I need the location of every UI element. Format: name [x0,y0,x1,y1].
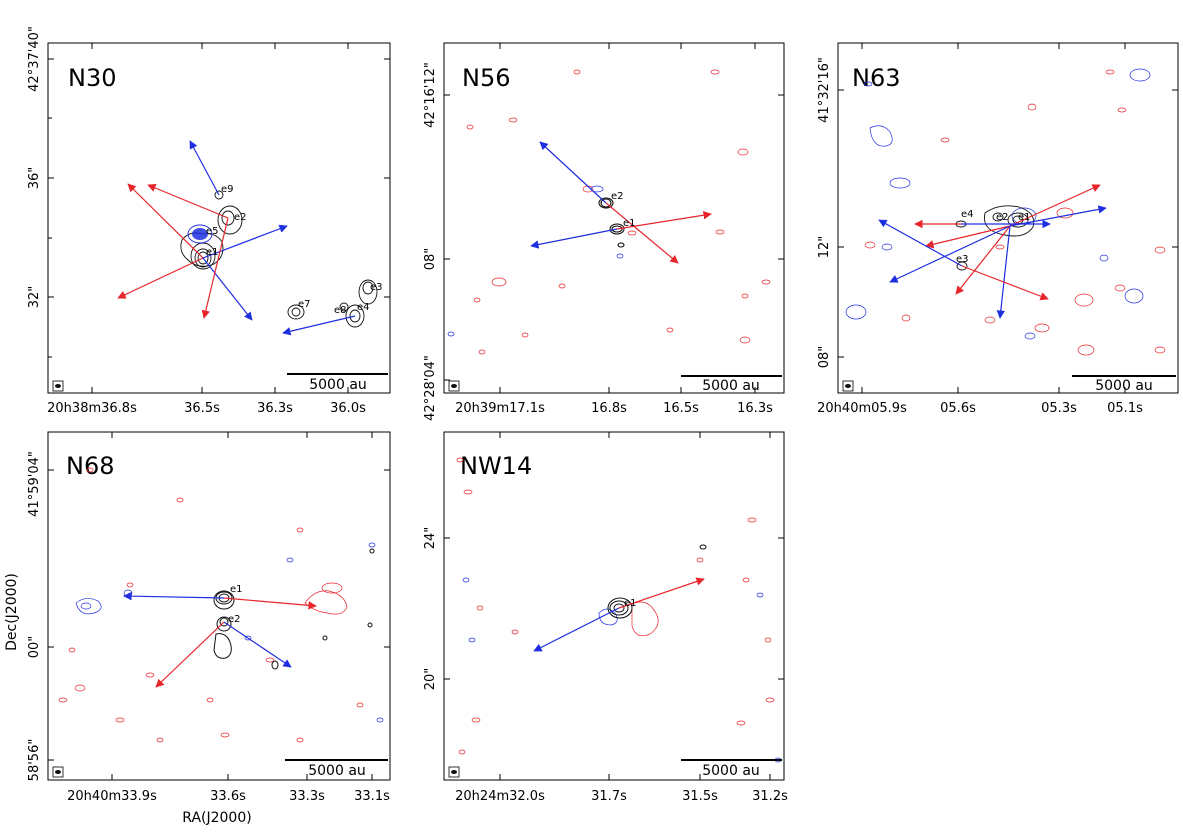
panel-n63: N63 20h40m05.9s 05.6s 05.3s 05.1s 41°32'… [817,42,1179,416]
source-label: e9 [221,184,234,195]
dec-tick-label: 36" [27,167,42,190]
ra-tick-label: 05.3s [1041,401,1077,416]
dec-tick-label: 20" [423,668,438,691]
dust-contours [607,544,707,619]
beam-icon [55,770,61,774]
redshifted-contours [456,457,775,755]
beam-icon [55,384,61,388]
dec-tick-label: 24" [423,527,438,550]
source-label: e5 [206,226,219,237]
dec-tick-label: 41°59'04" [27,451,42,517]
dec-tick-label: 42°28'04" [423,355,438,421]
dec-tick-label: 32" [27,286,42,309]
outflow-arrows [530,141,712,264]
ra-tick-label: 36.5s [184,401,220,416]
scale-label: 5000 au [702,763,760,779]
scale-label: 5000 au [308,763,366,779]
source-label: e2 [234,212,247,223]
ra-tick-label: 20h38m36.8s [47,401,137,416]
panel-frame [443,42,785,394]
ra-tick-label: 31.7s [591,789,627,804]
panel-title: N68 [66,452,115,480]
ra-tick-label: 36.3s [257,401,293,416]
source-label: e2 [228,614,241,625]
ra-tick-label: 33.3s [289,789,325,804]
beam-icon [451,384,457,388]
ra-tick-label: 31.5s [682,789,718,804]
panel-title: N63 [852,64,901,92]
source-label: e3 [370,282,383,293]
scale-label: 5000 au [1095,378,1153,394]
outflow-arrows [878,184,1107,319]
panel-n56: N56 20h39m17.1s 16.8s 16.5s 16.3s 42°16'… [423,42,785,421]
panel-n30: N30 20h38m36.8s 36.5s 36.3s 36.0s 42°37'… [27,26,391,416]
ra-tick-label: 16.8s [591,401,627,416]
source-label: e1 [230,584,243,595]
ra-tick-label: 20h40m05.9s [817,401,907,416]
panel-n68: N68 20h40m33.9s 33.6s 33.3s 33.1s 41°59'… [27,431,391,804]
ra-tick-label: 16.3s [737,401,773,416]
dust-contours [213,548,375,670]
source-label: e2 [611,191,624,202]
dust-contours [180,190,378,328]
outflow-arrows [117,140,356,336]
redshifted-contours [58,467,364,743]
outflow-arrows [123,591,317,688]
dust-contours [598,197,625,248]
redshifted-contours [864,69,1166,356]
source-label: e1 [623,218,636,229]
ra-tick-label: 33.6s [210,789,246,804]
x-axis-title: RA(J2000) [182,810,251,826]
ra-tick-label: 36.0s [330,401,366,416]
dec-tick-label: 41°32'16" [817,57,832,123]
source-label: e4 [961,209,974,220]
scale-label: 5000 au [309,377,367,393]
source-label: e3 [956,254,969,265]
dec-tick-label: 00" [27,636,42,659]
source-label: e1 [206,247,219,258]
y-axis-title: Dec(J2000) [4,573,20,651]
dec-tick-label: 12" [817,236,832,259]
panel-title: NW14 [460,452,532,480]
dec-tick-label: 58'56" [27,739,42,782]
ra-tick-label: 31.2s [752,789,788,804]
dec-tick-label: 42°37'40" [27,26,42,92]
panel-title: N56 [462,64,511,92]
source-label: e8 [334,305,347,316]
scale-label: 5000 au [702,378,760,394]
ra-tick-label: 20h24m32.0s [455,789,545,804]
ra-tick-label: 05.1s [1107,401,1143,416]
ra-tick-label: 20h40m33.9s [67,789,157,804]
ra-tick-label: 20h39m17.1s [455,401,545,416]
blueshifted-contours [845,68,1151,340]
source-label: e2 [996,212,1009,223]
ra-tick-label: 33.1s [354,789,390,804]
panel-frame [443,431,785,781]
source-label: e7 [298,299,311,310]
beam-icon [845,384,851,388]
outflow-arrows [533,577,705,652]
source-label: e1 [1018,212,1031,223]
blueshifted-contours [75,542,384,723]
source-label: e1 [624,598,637,609]
ra-tick-label: 05.6s [940,401,976,416]
source-label: e4 [357,302,370,313]
beam-icon [451,770,457,774]
ra-tick-label: 16.5s [663,401,699,416]
panel-nw14: NW14 20h24m32.0s 31.7s 31.5s 31.2s 24" 2… [423,431,788,804]
dec-tick-label: 42°16'12" [423,62,438,128]
panel-frame [47,431,391,781]
panel-frame [47,42,391,394]
dec-tick-label: 08" [817,346,832,369]
dec-tick-label: 08" [423,248,438,271]
panel-title: N30 [68,64,117,92]
